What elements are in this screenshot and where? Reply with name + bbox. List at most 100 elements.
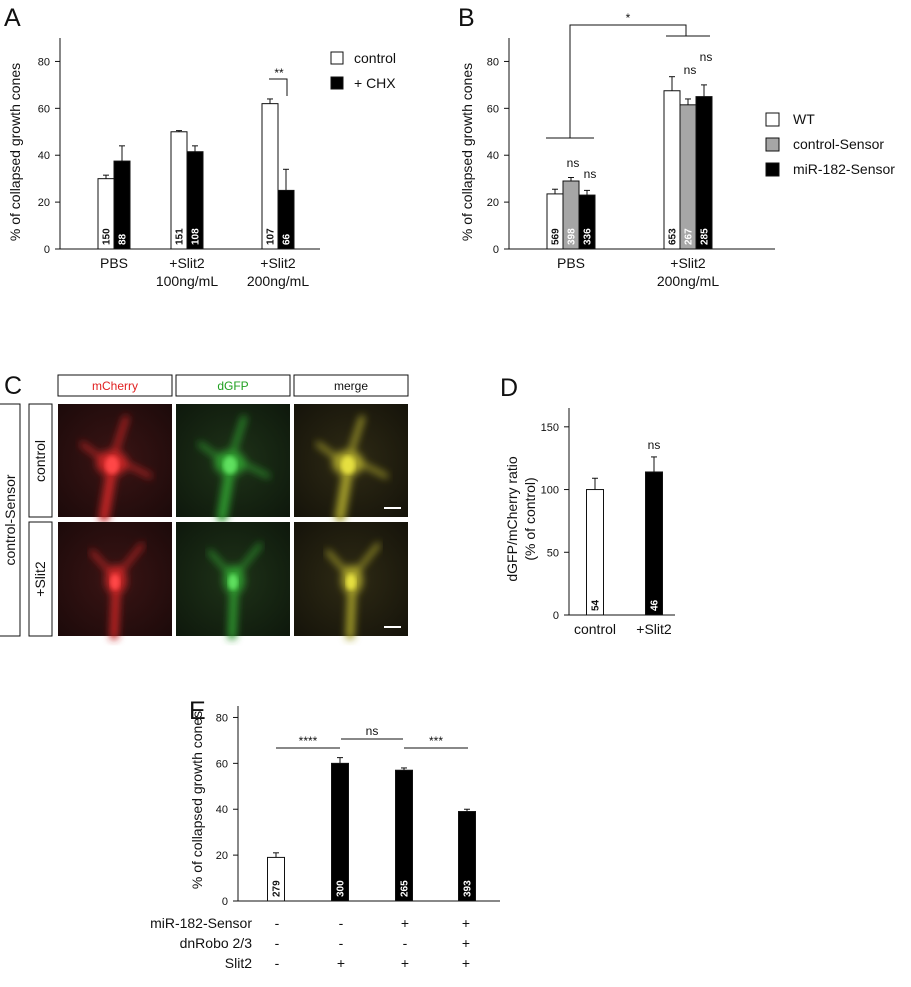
category-label: 100ng/mL — [156, 273, 218, 289]
y-tick-label: 60 — [38, 103, 50, 115]
ns-label: ns — [567, 156, 580, 170]
n-label: 88 — [118, 233, 129, 245]
chart-a-marks: 0 20 40 60 80 150 88 PBS 151 108 +Slit2 100ng/mL 107… — [38, 56, 310, 289]
column-header-box — [57, 374, 173, 397]
panel-e: E % of collapsed growth cones 0 20 40 60 80 2… — [150, 697, 500, 971]
bar — [679, 104, 697, 250]
significance-marker: **** — [299, 734, 318, 748]
n-label: 393 — [463, 880, 474, 897]
n-label: 66 — [282, 233, 293, 245]
group-bracket — [0, 403, 21, 637]
y-tick-label: 0 — [493, 244, 499, 256]
condition-mark: - — [403, 935, 408, 951]
y-tick-label: 0 — [222, 896, 228, 908]
panel-letter-b: B — [458, 4, 475, 32]
n-label: 336 — [583, 228, 594, 245]
condition-mark: - — [339, 935, 344, 951]
condition-label-dnrobo: dnRobo 2/3 — [180, 935, 253, 951]
n-label: 265 — [400, 880, 411, 897]
row-label-box — [28, 403, 53, 518]
row-group-label: control-Sensor — [2, 474, 18, 565]
y-tick-label: 0 — [44, 244, 50, 256]
column-header-dgfp: dGFP — [217, 379, 248, 393]
n-label: 46 — [650, 599, 661, 611]
category-label: +Slit2 — [670, 255, 706, 271]
image-control-mcherry — [58, 404, 172, 522]
legend-label-wt: WT — [793, 111, 815, 127]
chart-b-marks: 0 20 40 60 80 569 398 336 PBS 653 267 285 +Slit2 200n… — [487, 56, 720, 289]
panel-c: C mCherry dGFP merge control-Sensor cont… — [0, 372, 409, 640]
panel-b: B % of collapsed growth cones 0 20 40 60 80 5… — [458, 4, 895, 289]
legend-swatch-control-sensor — [765, 137, 780, 152]
ns-label: ns — [366, 724, 379, 738]
legend-swatch-chx — [330, 76, 344, 90]
category-label: control — [574, 621, 616, 637]
y-tick-label: 20 — [487, 197, 499, 209]
n-label: 300 — [336, 880, 347, 897]
image-slit2-dgfp — [176, 522, 290, 640]
legend: control + CHX — [330, 50, 396, 91]
condition-mark: + — [462, 935, 470, 951]
y-tick-label: 60 — [216, 758, 228, 770]
legend-label-mir182-sensor: miR-182-Sensor — [793, 161, 895, 177]
chart-d-marks: 0 50 100 150 54 control 46 +Slit2 — [541, 422, 672, 637]
category-label: +Slit2 — [169, 255, 205, 271]
condition-label-mir182-sensor: miR-182-Sensor — [150, 915, 252, 931]
column-header-box — [293, 374, 409, 397]
condition-mark: + — [401, 915, 409, 931]
legend: WT control-Sensor miR-182-Sensor — [765, 111, 895, 177]
condition-mark: + — [337, 955, 345, 971]
y-tick-label: 40 — [487, 150, 499, 162]
row-label-box — [28, 521, 53, 637]
n-label: 569 — [551, 228, 562, 245]
row-label-slit2: +Slit2 — [32, 561, 48, 597]
n-label: 279 — [272, 880, 283, 897]
image-slit2-mcherry — [58, 522, 172, 640]
y-tick-label: 20 — [38, 197, 50, 209]
row-label-control: control — [32, 440, 48, 482]
y-tick-label: 50 — [547, 547, 559, 559]
y-axis-label-line-1: dGFP/mCherry ratio — [504, 456, 520, 581]
bar — [261, 103, 279, 250]
group-comparison-bracket — [546, 24, 710, 139]
y-tick-label: 60 — [487, 103, 499, 115]
legend-label-control: control — [354, 50, 396, 66]
y-axis-label: % of collapsed growth cones — [189, 711, 205, 889]
condition-mark: - — [275, 935, 280, 951]
y-axis-label: % of collapsed growth cones — [459, 63, 475, 241]
category-label: PBS — [100, 255, 128, 271]
legend-label-chx: + CHX — [354, 75, 396, 91]
bar — [695, 96, 713, 250]
ns-label: ns — [584, 167, 597, 181]
bar — [645, 471, 663, 616]
condition-table: miR-182-Sensor - - + + dnRobo 2/3 - - - … — [150, 915, 470, 971]
legend-swatch-wt — [765, 112, 780, 127]
y-tick-label: 40 — [216, 804, 228, 816]
image-control-dgfp — [176, 404, 290, 522]
n-label: 398 — [567, 228, 578, 245]
n-label: 151 — [175, 228, 186, 245]
panel-letter-c: C — [4, 372, 22, 400]
y-axis-label-line-2: (% of control) — [522, 477, 538, 560]
category-label: 200ng/mL — [247, 273, 309, 289]
ns-label: ns — [684, 63, 697, 77]
bar — [663, 90, 681, 250]
condition-mark: - — [275, 955, 280, 971]
column-header-box — [175, 374, 291, 397]
image-slit2-merge — [294, 522, 408, 640]
image-control-merge — [294, 404, 408, 522]
condition-label-slit2: Slit2 — [225, 955, 252, 971]
legend-swatch-mir182-sensor — [765, 162, 780, 177]
ns-label: ns — [700, 50, 713, 64]
n-label: 653 — [668, 228, 679, 245]
n-label: 150 — [102, 228, 113, 245]
column-header-mcherry: mCherry — [92, 379, 138, 393]
condition-mark: + — [462, 915, 470, 931]
panel-letter-e: E — [189, 697, 206, 725]
y-tick-label: 40 — [38, 150, 50, 162]
condition-mark: + — [462, 955, 470, 971]
significance-marker: *** — [429, 734, 443, 748]
chart-e-marks: 0 20 40 60 80 279 300 265 393 — [216, 712, 476, 908]
legend-label-control-sensor: control-Sensor — [793, 136, 884, 152]
significance-bracket — [269, 78, 288, 96]
